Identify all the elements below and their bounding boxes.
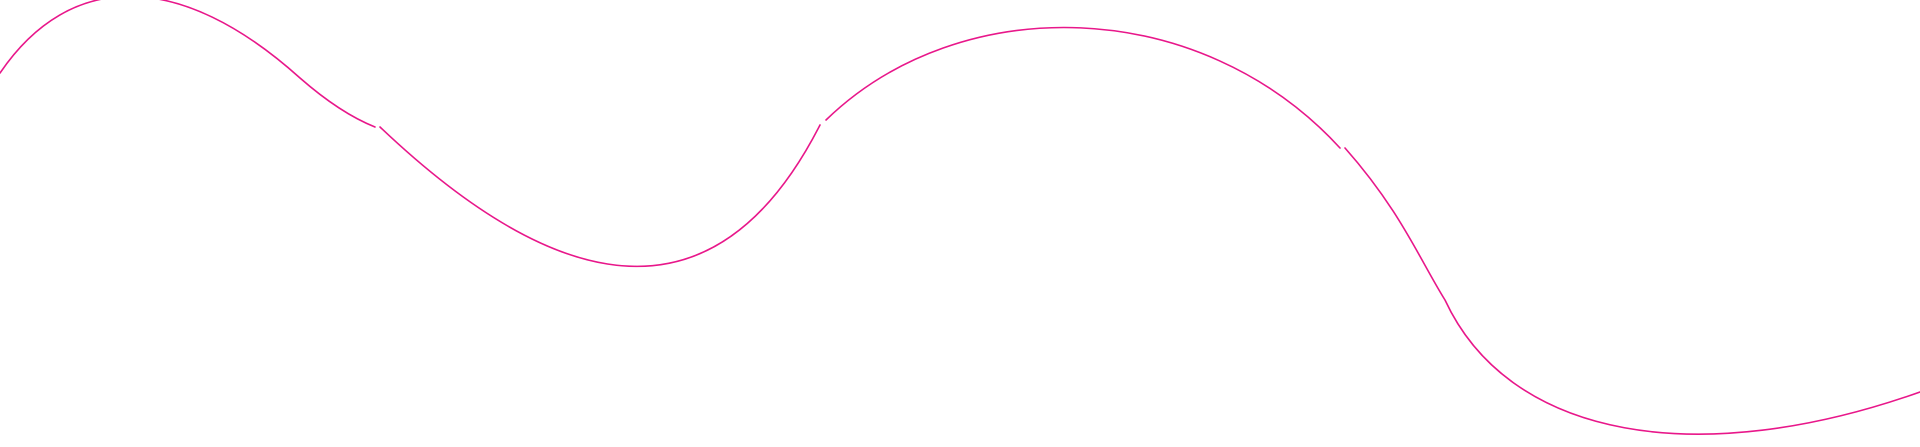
wave-segment-4 [1344,147,1920,435]
wave-segment-3 [825,26,1341,149]
wave-segment-2 [379,124,821,268]
wave-segment-1 [0,0,376,128]
